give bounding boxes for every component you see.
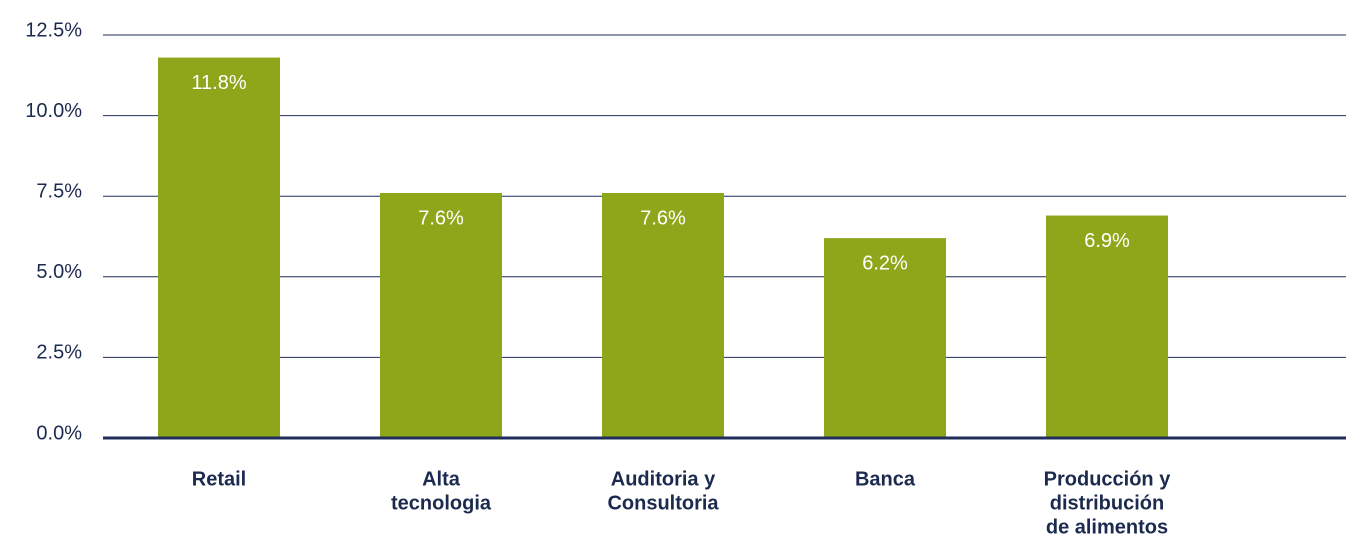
y-tick-label: 12.5% xyxy=(25,19,82,41)
bar xyxy=(824,238,946,438)
x-tick-label: distribución xyxy=(1050,492,1164,514)
bar xyxy=(602,192,724,438)
data-label: 7.6% xyxy=(640,207,686,229)
y-tick-label: 2.5% xyxy=(36,342,82,364)
y-tick-label: 5.0% xyxy=(36,261,82,283)
x-tick-label: tecnologia xyxy=(391,492,492,514)
bar xyxy=(380,192,502,438)
x-tick-label: Retail xyxy=(192,468,246,490)
data-label: 6.9% xyxy=(1084,230,1130,252)
x-tick-label: Auditoria y xyxy=(611,468,716,490)
x-tick-label: Alta xyxy=(422,468,461,490)
x-tick-label: de alimentos xyxy=(1046,516,1168,538)
y-tick-label: 0.0% xyxy=(36,422,82,444)
x-tick-label: Producción y xyxy=(1044,468,1172,490)
data-label: 7.6% xyxy=(418,207,464,229)
y-tick-label: 10.0% xyxy=(25,100,82,122)
bar xyxy=(158,57,280,439)
x-tick-label: Consultoria xyxy=(607,492,719,514)
x-tick-label: Banca xyxy=(855,468,916,490)
data-label: 6.2% xyxy=(862,252,908,274)
bar xyxy=(1046,215,1168,438)
data-label: 11.8% xyxy=(191,72,246,94)
y-tick-label: 7.5% xyxy=(36,180,82,202)
